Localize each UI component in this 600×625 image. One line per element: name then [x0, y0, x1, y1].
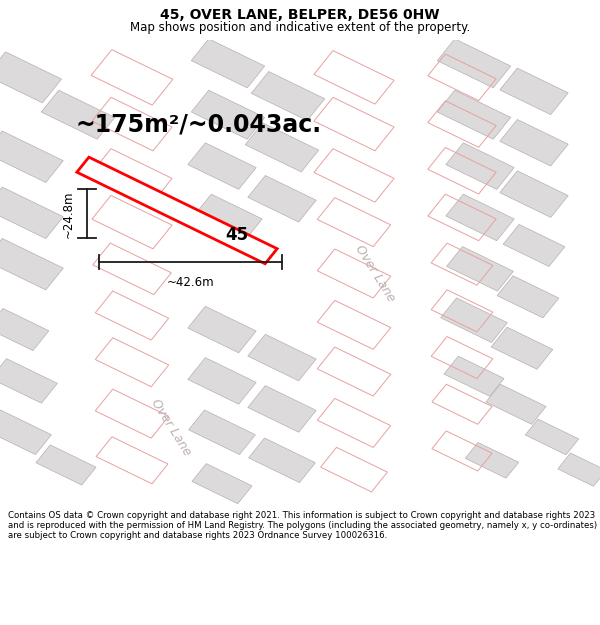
Polygon shape — [446, 246, 514, 291]
Polygon shape — [444, 356, 504, 396]
Polygon shape — [248, 386, 316, 432]
Polygon shape — [525, 419, 579, 455]
Polygon shape — [0, 74, 477, 625]
Text: Map shows position and indicative extent of the property.: Map shows position and indicative extent… — [130, 21, 470, 34]
Polygon shape — [77, 157, 277, 264]
Polygon shape — [0, 410, 52, 454]
Polygon shape — [194, 194, 262, 241]
Polygon shape — [558, 453, 600, 486]
Polygon shape — [0, 131, 63, 182]
Polygon shape — [245, 123, 319, 172]
Polygon shape — [440, 298, 508, 343]
Polygon shape — [36, 445, 96, 485]
Text: 45: 45 — [226, 226, 248, 244]
Polygon shape — [500, 171, 568, 217]
Polygon shape — [500, 119, 568, 166]
Polygon shape — [486, 384, 546, 424]
Polygon shape — [0, 187, 63, 239]
Polygon shape — [41, 90, 115, 139]
Polygon shape — [188, 306, 256, 352]
Polygon shape — [491, 327, 553, 369]
Polygon shape — [191, 90, 265, 139]
Text: Over Lane: Over Lane — [148, 397, 194, 458]
Polygon shape — [497, 276, 559, 318]
Polygon shape — [0, 238, 63, 290]
Text: ~24.8m: ~24.8m — [62, 190, 75, 238]
Polygon shape — [0, 359, 58, 403]
Text: 45, OVER LANE, BELPER, DE56 0HW: 45, OVER LANE, BELPER, DE56 0HW — [160, 8, 440, 22]
Polygon shape — [248, 176, 316, 222]
Polygon shape — [446, 194, 514, 241]
Polygon shape — [500, 68, 568, 114]
Polygon shape — [191, 39, 265, 88]
Text: ~42.6m: ~42.6m — [167, 276, 214, 289]
Polygon shape — [188, 143, 256, 189]
Polygon shape — [188, 357, 256, 404]
Polygon shape — [251, 71, 325, 121]
Polygon shape — [0, 309, 49, 351]
Polygon shape — [465, 442, 519, 478]
Polygon shape — [135, 0, 600, 591]
Polygon shape — [446, 143, 514, 189]
Text: Over Lane: Over Lane — [352, 242, 398, 304]
Polygon shape — [188, 410, 256, 454]
Text: ~175m²/~0.043ac.: ~175m²/~0.043ac. — [75, 112, 321, 136]
Polygon shape — [248, 438, 316, 483]
Polygon shape — [0, 52, 62, 103]
Polygon shape — [437, 90, 511, 139]
Text: Contains OS data © Crown copyright and database right 2021. This information is : Contains OS data © Crown copyright and d… — [8, 511, 597, 541]
Polygon shape — [192, 464, 252, 504]
Polygon shape — [437, 39, 511, 88]
Polygon shape — [503, 224, 565, 266]
Polygon shape — [248, 334, 316, 381]
